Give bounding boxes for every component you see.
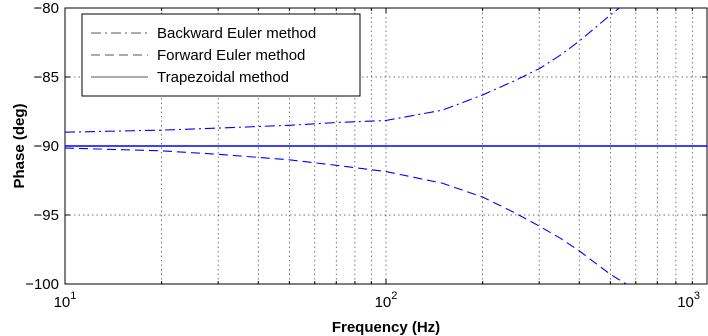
x-tick-exponent: 2	[391, 290, 397, 302]
y-tick-label: −95	[34, 207, 59, 224]
x-tick-exponent: 1	[70, 290, 76, 302]
x-axis-label: Frequency (Hz)	[332, 319, 440, 336]
legend-label: Trapezoidal method	[157, 69, 289, 86]
y-axis-label: Phase (deg)	[11, 103, 28, 188]
legend: Backward Euler method Forward Euler metho…	[82, 14, 360, 96]
legend-label: Forward Euler method	[157, 47, 305, 64]
y-tick-label: −85	[34, 69, 59, 86]
x-tick-exponent: 3	[694, 290, 700, 302]
y-tick-label: −90	[34, 138, 59, 155]
y-tick-label: −100	[25, 276, 59, 293]
y-tick-label: −80	[34, 0, 59, 17]
legend-label: Backward Euler method	[157, 25, 316, 42]
